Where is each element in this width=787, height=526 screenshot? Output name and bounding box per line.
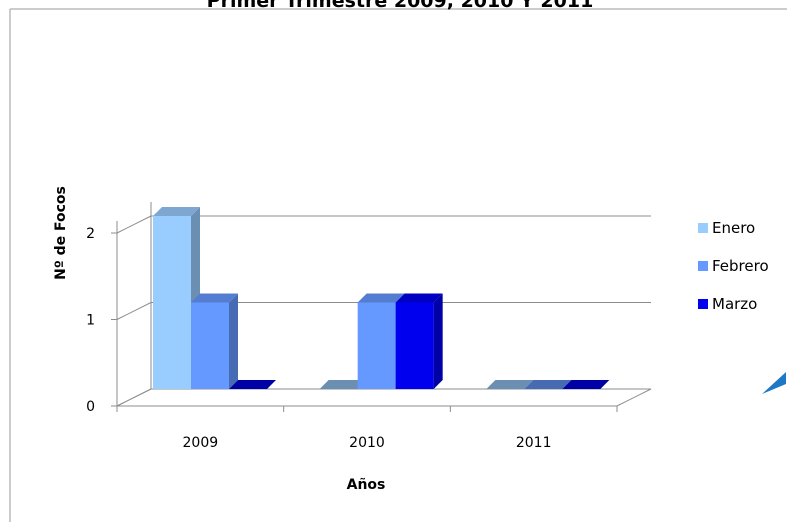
bar-top-zero: [229, 380, 276, 389]
decorative-blue-shape: [762, 372, 786, 394]
bar-top-zero: [524, 380, 572, 389]
legend-label-enero: Enero: [712, 219, 755, 237]
x-tick-label: 2009: [183, 435, 219, 451]
bar-marzo-2010: [395, 293, 443, 389]
legend-swatch-enero: [698, 223, 708, 233]
bar-front: [395, 302, 434, 389]
legend-swatch-febrero: [698, 261, 708, 271]
bar-top: [357, 293, 405, 303]
bar-top-zero: [486, 380, 534, 389]
x-axis-title: Años: [347, 477, 386, 493]
gridline-side: [116, 302, 152, 320]
y-axis-title: Nº de Focos: [53, 186, 69, 280]
bar-top-zero: [319, 380, 367, 389]
legend-swatch-marzo: [698, 299, 708, 309]
y-tick-label: 2: [86, 226, 95, 242]
floor-plane: [116, 388, 652, 407]
bar-enero-2011: [486, 380, 534, 389]
bar-febrero-2011: [524, 380, 572, 389]
bar-febrero-2009: [191, 293, 238, 389]
bar-side: [433, 293, 443, 389]
bar-top-zero: [562, 380, 610, 389]
bar-front: [357, 302, 396, 389]
legend-label-febrero: Febrero: [712, 257, 769, 275]
bar-front: [191, 302, 229, 389]
bar-front: [153, 216, 191, 389]
y-tick-label: 1: [86, 313, 95, 329]
x-tick-label: 2011: [516, 435, 552, 451]
bar-side: [229, 293, 238, 389]
bar-top: [395, 293, 443, 303]
bar-marzo-2009: [229, 380, 276, 389]
legend-label-marzo: Marzo: [712, 295, 757, 313]
gridline-side: [116, 215, 152, 234]
chart-title: Primer Trimestre 2009, 2010 Y 2011: [207, 0, 594, 12]
bar-top: [191, 293, 238, 303]
bar-marzo-2011: [562, 380, 610, 389]
y-tick-label: 0: [86, 399, 95, 415]
x-tick-label: 2010: [349, 435, 385, 451]
bar-enero-2010: [319, 380, 367, 389]
bar-top: [153, 207, 200, 216]
